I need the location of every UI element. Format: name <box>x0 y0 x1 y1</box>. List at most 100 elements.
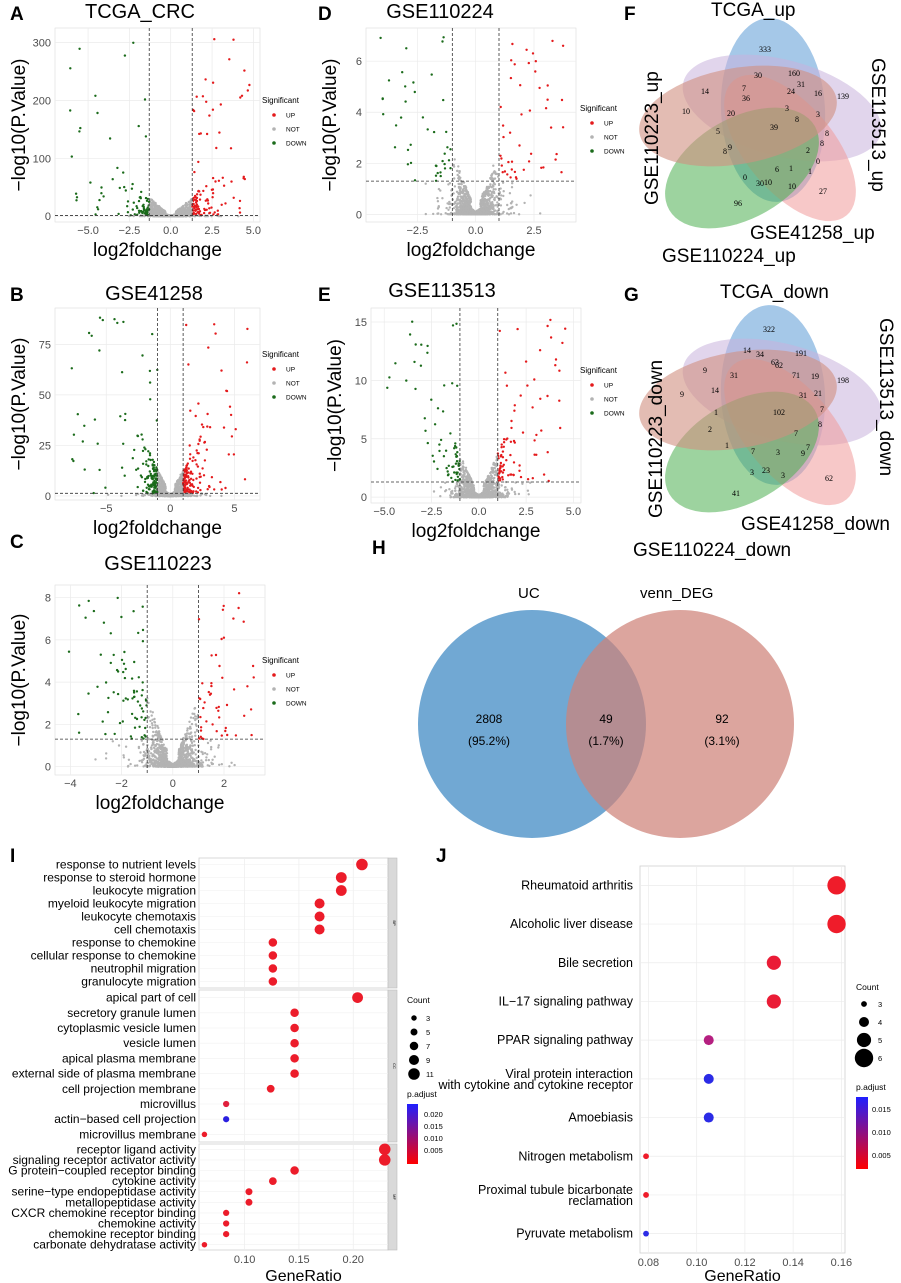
volcano-point <box>163 488 167 491</box>
volcano-point <box>206 741 210 745</box>
volcano-point <box>106 493 110 496</box>
volcano-point <box>197 452 200 455</box>
volcano-point <box>122 699 125 702</box>
volcano-point <box>216 213 220 216</box>
volcano-point <box>141 449 145 453</box>
volcano-point <box>123 418 127 422</box>
volcano-point <box>167 494 170 497</box>
volcano-point <box>203 752 207 755</box>
volcano-point <box>145 460 148 463</box>
volcano-point <box>196 205 200 208</box>
volcano-point <box>211 176 215 180</box>
volcano-point <box>152 466 155 469</box>
volcano-point <box>94 94 97 98</box>
volcano-point <box>136 700 140 703</box>
volcano-point <box>180 764 184 767</box>
volcano-point <box>202 211 206 215</box>
plot-title: GSE110223 <box>104 553 212 575</box>
plot-panel <box>365 27 577 223</box>
volcano-point <box>141 688 144 692</box>
volcano-point <box>189 484 192 487</box>
volcano-point <box>78 604 81 607</box>
x-tick-label: 0.0 <box>468 225 483 237</box>
legend-swatch <box>272 367 276 371</box>
x-axis-label: log2foldchange <box>96 793 225 814</box>
volcano-point <box>214 332 217 335</box>
volcano-point <box>138 759 141 763</box>
volcano-point <box>201 761 205 764</box>
volcano-point <box>186 750 190 753</box>
volcano-point <box>201 765 204 768</box>
volcano-point <box>69 67 72 70</box>
volcano-point <box>145 208 148 212</box>
volcano-point <box>143 734 146 737</box>
volcano-point <box>122 754 125 757</box>
volcano-point <box>186 765 189 768</box>
volcano-point <box>203 441 206 444</box>
volcano-point <box>126 200 130 203</box>
volcano-point <box>160 746 164 749</box>
volcano-point <box>250 733 253 737</box>
volcano-point <box>218 131 221 134</box>
volcano-point <box>130 187 134 190</box>
volcano-point <box>152 730 155 734</box>
volcano-point <box>175 488 179 491</box>
volcano-point <box>211 81 215 84</box>
volcano-point <box>201 752 204 756</box>
volcano-point <box>246 89 249 92</box>
volcano-point <box>218 664 221 668</box>
volcano-point <box>234 428 237 431</box>
volcano-point <box>141 640 145 643</box>
volcano-point <box>158 750 162 754</box>
volcano-point <box>158 494 162 498</box>
volcano-point <box>96 208 100 211</box>
volcano-point <box>157 730 161 733</box>
volcano-point <box>198 472 201 475</box>
volcano-point <box>222 184 226 187</box>
volcano-point <box>207 202 210 205</box>
volcano-point <box>149 472 152 476</box>
volcano-point <box>177 752 180 756</box>
volcano-point <box>156 757 159 760</box>
volcano-point <box>248 83 251 87</box>
volcano-point <box>193 758 196 761</box>
volcano-point <box>111 178 114 181</box>
volcano-point <box>210 654 213 657</box>
volcano-point <box>153 479 156 483</box>
volcano-point <box>211 108 215 111</box>
volcano-point <box>133 213 136 216</box>
volcano-point <box>192 109 196 113</box>
y-axis-label: −log10(P.Value) <box>9 59 30 192</box>
legend-label: DOWN <box>286 701 307 708</box>
volcano-point <box>198 439 201 442</box>
volcano-point <box>141 605 144 608</box>
volcano-point <box>93 418 97 421</box>
volcano-point <box>209 739 212 742</box>
volcano-point <box>151 755 154 758</box>
volcano-point <box>204 759 208 762</box>
volcano-point <box>92 609 96 613</box>
volcano-point <box>140 433 143 436</box>
volcano-point <box>147 464 150 468</box>
volcano-point <box>197 402 200 405</box>
volcano-point <box>153 202 157 205</box>
volcano-point <box>138 211 141 214</box>
volcano-point <box>510 168 513 171</box>
volcano-point <box>158 735 161 739</box>
x-tick-label: 5.0 <box>246 225 261 237</box>
volcano-point <box>151 724 154 727</box>
volcano-point <box>181 746 185 750</box>
volcano-point <box>104 486 107 489</box>
volcano-point <box>232 196 235 199</box>
volcano-point <box>182 741 186 745</box>
legend-title: Significant <box>262 350 300 359</box>
legend-title: Significant <box>262 656 300 665</box>
volcano-point <box>150 747 153 750</box>
volcano-point <box>94 758 97 761</box>
volcano-point <box>140 694 143 697</box>
volcano-point <box>243 714 246 717</box>
volcano-point <box>489 183 492 186</box>
volcano-point <box>69 109 72 112</box>
volcano-point <box>124 697 128 700</box>
